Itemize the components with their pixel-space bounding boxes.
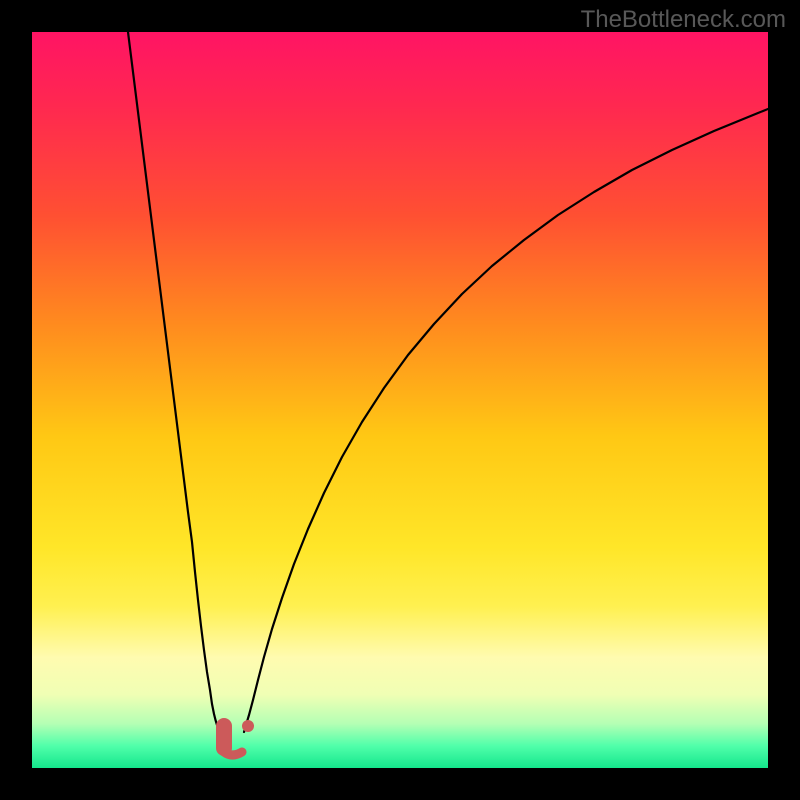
watermark-text: TheBottleneck.com [581,6,786,34]
plot-area [32,32,768,768]
chart-svg [32,32,768,768]
marker-dot [242,720,254,732]
marker-pill [216,718,232,756]
chart-container: TheBottleneck.com [0,0,800,800]
